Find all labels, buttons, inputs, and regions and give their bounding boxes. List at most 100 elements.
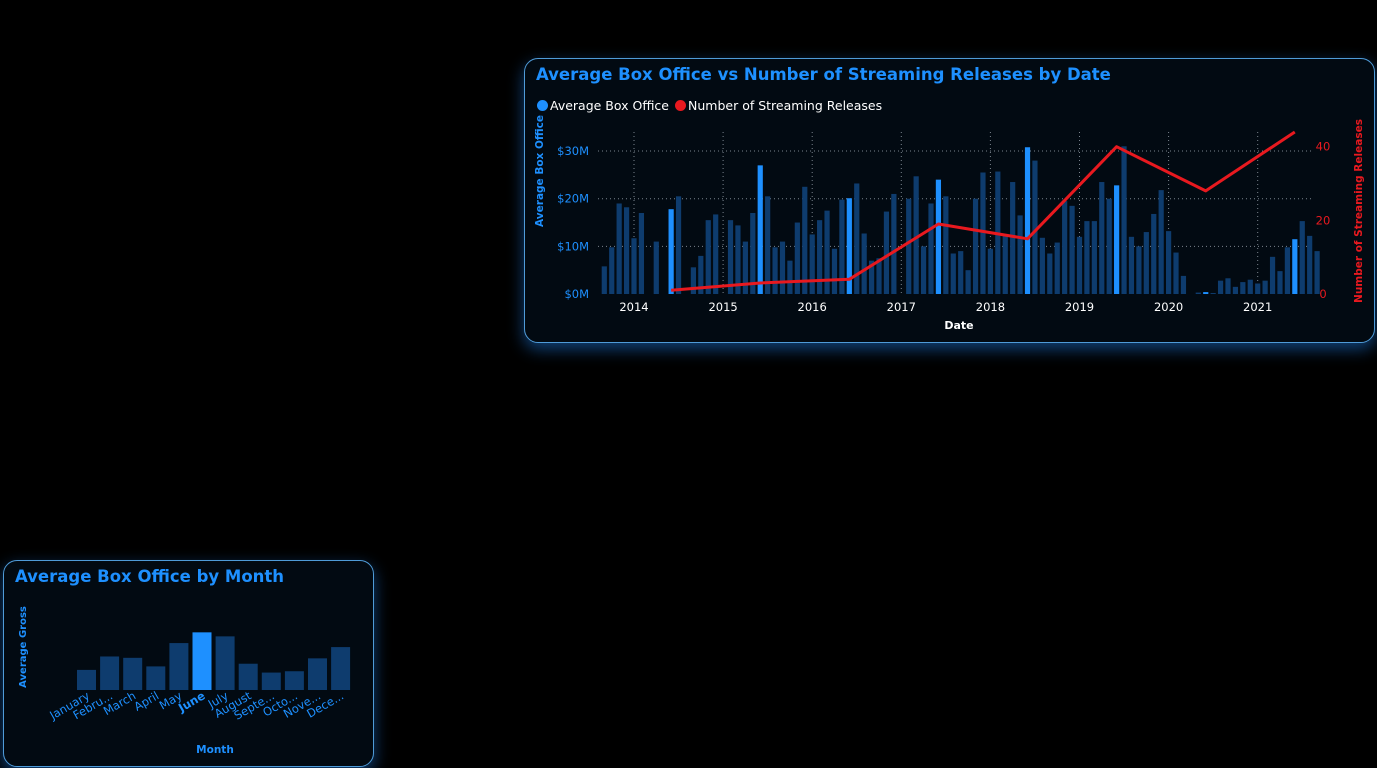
y-right-tick-label: 20 <box>1316 213 1331 227</box>
month-bar <box>100 656 120 690</box>
box-office-bar <box>1277 271 1283 294</box>
box-office-bar <box>817 220 823 294</box>
legend-item-streaming[interactable]: Number of Streaming Releases <box>675 98 882 113</box>
month-chart-title: Average Box Office by Month <box>15 567 285 586</box>
box-office-bar <box>1002 234 1008 294</box>
box-office-bar <box>1210 293 1216 294</box>
x-tick-label: 2018 <box>976 300 1005 314</box>
box-office-bar <box>869 260 875 294</box>
box-office-bar <box>1039 237 1045 294</box>
box-office-bar <box>1269 256 1276 294</box>
combo-line-series <box>670 130 1296 292</box>
box-office-bar <box>1069 205 1075 294</box>
box-office-bar <box>913 176 919 294</box>
legend-item-box-office[interactable]: Average Box Office <box>537 98 669 113</box>
month-chart-plot[interactable]: JanuaryFebru...MarchAprilMayJuneJulyAugu… <box>4 561 375 768</box>
box-office-bar <box>1017 215 1023 294</box>
box-office-bar <box>824 210 830 294</box>
y-left-tick-label: $0M <box>564 287 589 301</box>
combo-x-ticks: 2014 2015 2016 2017 2018 2019 2020 2021 <box>619 300 1272 314</box>
box-office-bar <box>794 222 800 294</box>
box-office-bar <box>980 172 986 294</box>
y-left-tick-label: $20M <box>557 192 589 206</box>
box-office-bar <box>883 211 890 294</box>
y-right-axis-label: Number of Streaming Releases <box>1353 119 1365 303</box>
combo-chart-title: Average Box Office vs Number of Streamin… <box>536 65 1111 84</box>
box-office-bar <box>779 241 786 294</box>
combo-gridlines <box>598 132 1312 294</box>
box-office-bar <box>861 233 867 294</box>
box-office-bar <box>1307 235 1313 294</box>
y-right-tick-label: 0 <box>1319 287 1326 301</box>
x-tick-label: 2017 <box>887 300 916 314</box>
month-x-ticks: JanuaryFebru...MarchAprilMayJuneJulyAugu… <box>46 688 346 723</box>
y-right-tick-label: 40 <box>1316 140 1331 154</box>
box-office-bar <box>765 196 771 294</box>
legend-label: Average Box Office <box>550 98 670 113</box>
box-office-bar <box>920 246 927 294</box>
box-office-bar <box>854 183 860 294</box>
box-office-bar <box>772 247 778 294</box>
box-office-bar <box>846 198 852 294</box>
x-tick-label: 2021 <box>1243 300 1272 314</box>
box-office-bar <box>958 251 964 294</box>
box-office-bar <box>690 267 696 294</box>
box-office-bar <box>965 270 971 294</box>
box-office-bar <box>1173 252 1179 294</box>
combo-chart-card[interactable]: Average Box Office vs Number of Streamin… <box>524 58 1375 343</box>
box-office-bar <box>757 165 763 294</box>
y-left-axis-label: Average Box Office <box>534 115 546 227</box>
month-bar <box>123 657 143 690</box>
box-office-bar <box>1247 279 1253 294</box>
box-office-bar <box>1151 213 1157 294</box>
box-office-bar <box>802 186 808 294</box>
box-office-bar <box>1099 182 1105 294</box>
box-office-bar <box>809 234 815 294</box>
legend-dot-icon <box>675 100 687 111</box>
box-office-bar <box>623 207 630 294</box>
box-office-bar <box>735 225 741 294</box>
box-office-bar <box>1024 147 1031 294</box>
box-office-bar <box>935 179 942 294</box>
box-office-bar <box>1292 239 1298 294</box>
box-office-bar <box>943 196 949 294</box>
box-office-bar <box>713 214 719 294</box>
month-bar <box>77 669 96 690</box>
box-office-bar <box>1076 236 1083 294</box>
box-office-bar <box>1143 232 1149 294</box>
box-office-bar <box>1106 198 1112 294</box>
month-bar <box>308 658 327 690</box>
month-bar <box>331 647 351 690</box>
y-left-tick-label: $30M <box>557 144 589 158</box>
box-office-bar <box>1232 286 1239 294</box>
box-office-bar <box>1203 292 1209 294</box>
box-office-bar <box>1136 246 1142 294</box>
month-bar <box>169 643 189 690</box>
box-office-bar <box>1225 278 1231 294</box>
box-office-bar <box>1114 185 1120 294</box>
box-office-bar <box>1217 280 1224 294</box>
month-bar <box>261 672 281 690</box>
month-bar <box>284 671 304 690</box>
box-office-bar <box>1062 201 1068 294</box>
box-office-bar <box>787 260 793 294</box>
combo-y-left-ticks: $0M $10M $20M $30M <box>557 144 589 301</box>
box-office-bar <box>1284 247 1290 294</box>
box-office-bar <box>742 241 748 294</box>
box-office-bar <box>1128 236 1135 294</box>
box-office-bar <box>609 247 615 294</box>
combo-chart-plot[interactable]: 2014 2015 2016 2017 2018 2019 2020 2021 $0M $10M… <box>525 59 1376 344</box>
box-office-bar <box>987 248 993 294</box>
box-office-bar <box>750 213 756 294</box>
box-office-bar <box>1195 292 1201 294</box>
month-bars <box>77 632 351 690</box>
box-office-bar <box>631 238 637 294</box>
box-office-bar <box>1158 190 1164 294</box>
month-chart-card[interactable]: Average Box Office by Month January Febru… <box>3 560 374 767</box>
box-office-bar <box>876 258 882 294</box>
box-office-bar <box>928 203 934 294</box>
combo-chart-legend: Average Box Office Number of Streaming R… <box>537 98 888 113</box>
month-bar <box>215 636 235 690</box>
box-office-bar <box>891 193 897 294</box>
x-tick-label: 2020 <box>1154 300 1183 314</box>
